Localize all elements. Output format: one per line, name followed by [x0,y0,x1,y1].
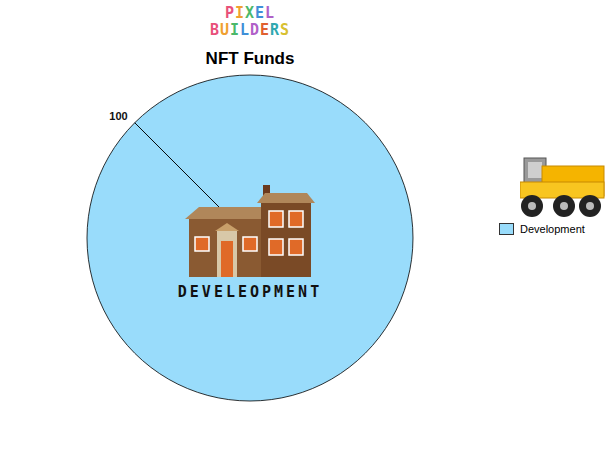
html-text:DEVELEOPMENT: DEVELEOPMENT [177,283,323,301]
html-text:NFT Funds: NFT Funds [205,49,295,68]
html-text:Development: Development [520,223,585,235]
html-text:P I X E L: P I X E L [224,4,276,22]
html-text:B U I L D E R S: B U I L D E R S [209,21,291,39]
svg-text:100: 100 [109,110,127,122]
